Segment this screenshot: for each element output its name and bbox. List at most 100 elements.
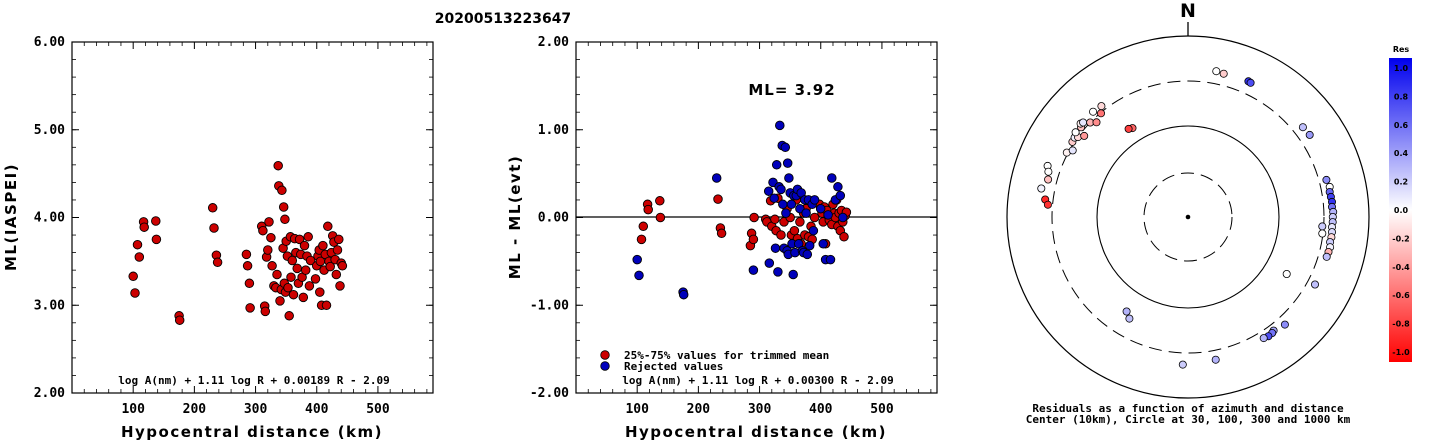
colorbar-tick-label: 0.0 <box>1394 206 1409 215</box>
x-tick-label: 100 <box>625 402 649 417</box>
legend-label-trimmed: 25%-75% values for trimmed mean <box>624 349 829 362</box>
data-point <box>258 225 268 236</box>
data-point <box>264 217 274 227</box>
polar-point <box>1125 314 1134 323</box>
data-point <box>174 315 185 325</box>
p1-data-points <box>128 160 348 325</box>
x-tick-label: 400 <box>305 402 329 417</box>
data-point <box>655 196 665 206</box>
data-point <box>771 160 782 170</box>
data-point <box>275 296 285 306</box>
p2-data-points <box>632 120 852 300</box>
polar-point <box>1305 130 1314 139</box>
data-point <box>283 282 293 293</box>
polar-point <box>1318 222 1327 231</box>
colorbar-tick-label: 0.6 <box>1394 121 1409 130</box>
colorbar-tick-label: -0.8 <box>1392 320 1410 329</box>
data-point <box>337 261 348 271</box>
data-point <box>331 269 342 280</box>
data-point <box>781 208 791 218</box>
data-point <box>280 214 290 225</box>
data-point <box>266 232 276 243</box>
y-tick-label: -1.00 <box>530 298 569 313</box>
data-point <box>763 186 774 196</box>
polar-point <box>1044 167 1053 176</box>
y-tick-label: 5.00 <box>34 123 65 138</box>
polar-point <box>1071 128 1080 137</box>
polar-point <box>1044 175 1053 184</box>
data-point <box>748 234 759 245</box>
data-point <box>244 278 255 289</box>
data-point <box>323 221 333 232</box>
polar-point <box>1246 78 1255 87</box>
data-point <box>278 202 289 212</box>
p1-y-tick-labels: 2.00 3.00 4.00 5.00 6.00 <box>34 35 65 401</box>
data-point <box>128 271 138 282</box>
data-point <box>716 228 727 239</box>
data-point <box>305 255 316 266</box>
north-label: N <box>1180 0 1196 22</box>
p1-tick-marks <box>72 41 433 394</box>
data-point <box>632 254 642 265</box>
ring-100km <box>1096 125 1280 309</box>
polar-point <box>1212 67 1221 76</box>
polar-point <box>1298 123 1307 132</box>
ring-300km <box>1051 80 1325 354</box>
p2-legend: 25%-75% values for trimmed mean Rejected… <box>600 349 829 373</box>
data-point <box>292 263 302 274</box>
data-point <box>277 185 287 196</box>
data-point <box>298 292 309 303</box>
data-point <box>804 240 815 251</box>
x-tick-label: 100 <box>121 402 145 417</box>
polar-point <box>1068 146 1077 155</box>
data-point <box>795 217 805 227</box>
polar-point <box>1124 124 1133 133</box>
data-point <box>315 287 325 297</box>
x-tick-label: 200 <box>183 402 207 417</box>
p1-plot-frame <box>71 41 434 394</box>
data-point <box>802 249 813 260</box>
data-point <box>151 216 161 226</box>
polar-point <box>1280 320 1289 329</box>
data-point <box>711 173 722 183</box>
data-point <box>241 249 252 260</box>
data-point <box>212 257 223 268</box>
polar-caption-line2: Center (10km), Circle at 30, 100, 300 an… <box>1026 413 1351 426</box>
data-point <box>636 234 647 245</box>
y-tick-label: 3.00 <box>34 298 65 313</box>
x-tick-label: 200 <box>687 402 711 417</box>
polar-point <box>1311 280 1320 289</box>
legend-swatch-trimmed <box>600 350 610 360</box>
data-point <box>304 281 315 291</box>
y-tick-label: 0.00 <box>538 211 569 226</box>
data-point <box>643 204 653 215</box>
data-point <box>835 190 846 201</box>
panel-residual-vs-distance: -2.00 -1.00 0.00 1.00 2.00 100 200 300 400 500 M… <box>506 35 938 441</box>
colorbar-title: Res <box>1393 45 1410 54</box>
x-tick-label: 300 <box>748 402 772 417</box>
y-tick-label: 4.00 <box>34 211 65 226</box>
polar-point <box>1089 107 1098 116</box>
data-point <box>713 194 723 204</box>
data-point <box>207 203 218 213</box>
data-point <box>134 252 145 262</box>
p2-ml-annotation: ML= 3.92 <box>748 81 835 99</box>
data-point <box>310 274 321 284</box>
data-point <box>789 225 800 236</box>
data-point <box>764 258 775 268</box>
polar-point <box>1097 102 1106 111</box>
polar-caption-line1: Residuals as a function of azimuth and d… <box>1032 402 1344 415</box>
data-point <box>300 265 311 275</box>
data-point <box>209 223 219 233</box>
polar-point <box>1043 200 1052 209</box>
p1-x-tick-labels: 100 200 300 400 500 <box>121 402 389 417</box>
x-tick-label: 300 <box>244 402 268 417</box>
panel-ml-vs-distance: 2.00 3.00 4.00 5.00 6.00 100 200 300 400 500 log… <box>2 35 434 441</box>
data-point <box>151 234 162 245</box>
polar-point <box>1097 109 1106 118</box>
data-point <box>808 225 819 236</box>
y-tick-label: -2.00 <box>530 386 569 401</box>
data-point <box>287 255 298 266</box>
data-point <box>139 222 149 232</box>
polar-point <box>1079 118 1088 127</box>
